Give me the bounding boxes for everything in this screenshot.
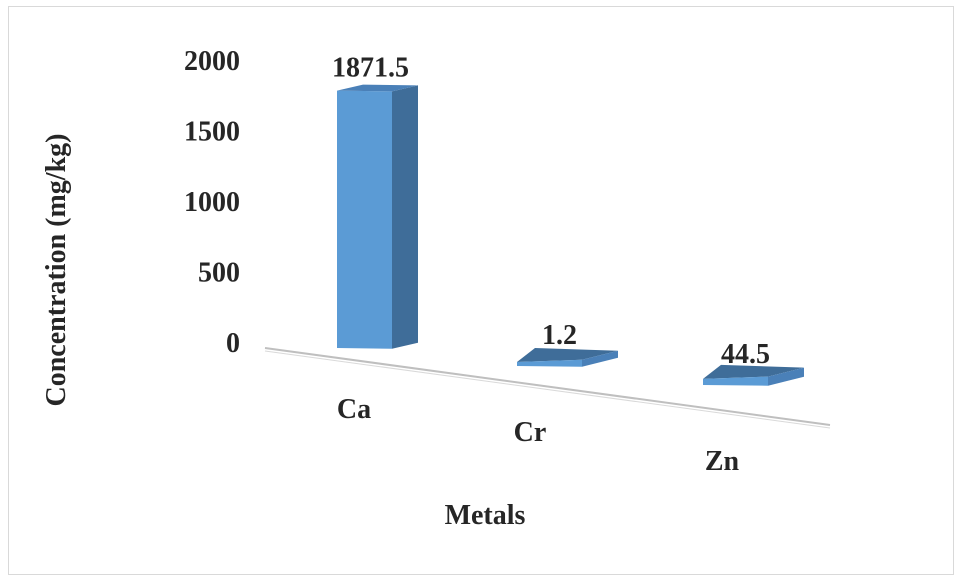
- bar-top-face: [517, 348, 618, 362]
- data-label-zn: 44.5: [721, 339, 770, 370]
- x-axis-title: Metals: [445, 500, 526, 531]
- y-axis-ticks: 0 500 1000 1500 2000: [184, 46, 240, 359]
- y-tick-label: 1000: [184, 187, 240, 218]
- bar-front-face: [337, 90, 392, 349]
- y-tick-label: 2000: [184, 46, 240, 77]
- bar-side-face: [392, 85, 418, 349]
- bar-front-face: [703, 376, 768, 386]
- bars: [337, 84, 804, 386]
- y-tick-label: 500: [198, 258, 240, 289]
- category-label-cr: Cr: [514, 417, 547, 448]
- bar-side-face: [582, 350, 618, 367]
- data-label-cr: 1.2: [542, 320, 577, 351]
- bar-zn: [703, 364, 804, 386]
- category-label-zn: Zn: [705, 446, 740, 477]
- x-axis-categories: Ca Cr Zn: [337, 394, 740, 477]
- y-tick-label: 1500: [184, 117, 240, 148]
- bar-top-face: [703, 364, 804, 379]
- y-axis-title: Concentration (mg/kg): [41, 134, 72, 407]
- bar-side-face: [768, 367, 804, 386]
- floor-line: [264, 347, 831, 426]
- bar-front-face: [517, 359, 582, 367]
- data-label-ca: 1871.5: [332, 53, 409, 84]
- data-labels: 1871.5 1.2 44.5: [332, 53, 770, 370]
- chart-frame: [8, 6, 954, 575]
- bar-ca: [337, 84, 418, 349]
- y-tick-label: 0: [226, 328, 240, 359]
- floor-line-edge: [264, 350, 831, 429]
- category-label-ca: Ca: [337, 394, 371, 425]
- floor-plane: [264, 347, 831, 429]
- bar-cr: [517, 348, 618, 367]
- bar-top-face: [337, 84, 418, 92]
